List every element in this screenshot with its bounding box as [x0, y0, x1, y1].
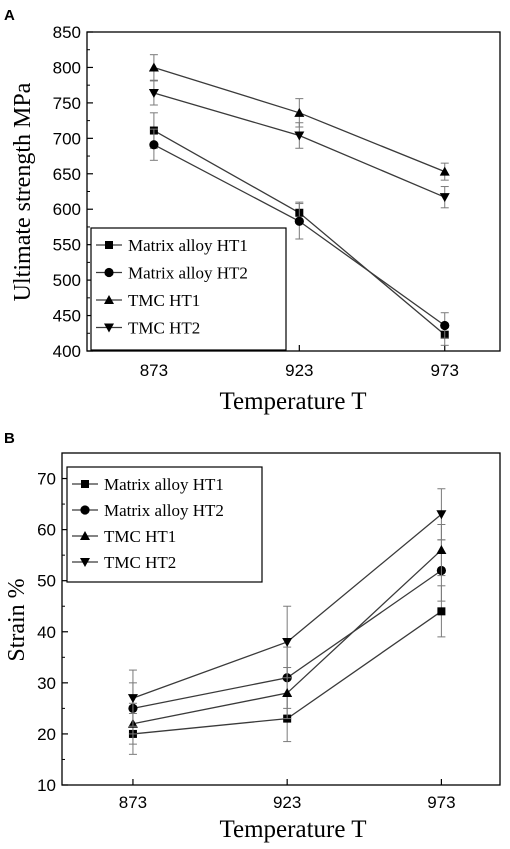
- legend-marker: [80, 558, 90, 567]
- data-point: [437, 607, 446, 616]
- y-tick-label: 650: [53, 165, 81, 184]
- y-tick-label: 400: [53, 342, 81, 361]
- legend: Matrix alloy HT1 Matrix alloy HT2 TMC HT1 T…: [66, 466, 263, 583]
- data-point: [148, 88, 159, 98]
- y-tick-label: 40: [37, 623, 56, 642]
- y-tick-label: 600: [53, 200, 81, 219]
- legend-marker: [105, 241, 113, 249]
- data-point: [439, 193, 450, 203]
- y-tick-label: 550: [53, 236, 81, 255]
- y-tick-label: 20: [37, 725, 56, 744]
- legend-marker: [104, 295, 114, 304]
- legend-label: TMC HT2: [104, 553, 176, 572]
- x-tick-label: 973: [427, 793, 455, 812]
- legend: Matrix alloy HT1 Matrix alloy HT2 TMC HT1 T…: [90, 227, 287, 351]
- x-tick-label: 923: [285, 361, 313, 380]
- data-point: [282, 688, 293, 698]
- plot-frame: [61, 452, 501, 786]
- series-triangle-up: [127, 524, 447, 745]
- x-tick-label: 873: [119, 793, 147, 812]
- legend-label: Matrix alloy HT2: [128, 264, 248, 283]
- panel-label: A: [4, 7, 15, 24]
- legend-box: [66, 466, 263, 583]
- y-tick-label: 750: [53, 94, 81, 113]
- panel-a-ultimate-strength: A 400 450 500 550 600 650 700 750 800 850 873 923 973…: [4, 7, 501, 415]
- y-tick-label: 70: [37, 470, 56, 489]
- x-axis-title: Temperature T: [219, 388, 366, 415]
- y-tick-label: 10: [37, 776, 56, 795]
- series-triangle-down: [148, 80, 450, 209]
- y-tick-label: 30: [37, 674, 56, 693]
- legend-label: TMC HT1: [104, 527, 176, 546]
- legend-label: Matrix alloy HT2: [104, 501, 224, 520]
- legend-label: TMC HT2: [128, 319, 200, 338]
- x-axis-title: Temperature T: [219, 816, 366, 843]
- panel-b-strain: B 10 20 30 40 50 60 70 873 923 973 Temperature T Str…: [4, 430, 501, 843]
- legend-label: TMC HT1: [128, 291, 200, 310]
- y-axis-title: Ultimate strength MPa: [10, 82, 36, 301]
- y-tick-label: 450: [53, 307, 81, 326]
- legend-marker: [81, 480, 89, 488]
- y-tick-label: 50: [37, 572, 56, 591]
- legend-label: Matrix alloy HT1: [104, 475, 224, 494]
- data-point: [148, 62, 159, 72]
- y-tick-label: 800: [53, 58, 81, 77]
- data-point: [439, 166, 450, 176]
- x-tick-label: 923: [273, 793, 301, 812]
- y-axis-title: Strain %: [4, 578, 30, 661]
- y-tick-label: 60: [37, 521, 56, 540]
- x-tick-label: 973: [431, 361, 459, 380]
- y-tick-label: 850: [53, 23, 81, 42]
- data-point: [436, 545, 447, 555]
- data-point: [294, 131, 305, 141]
- legend-marker: [104, 267, 114, 278]
- data-point: [127, 694, 138, 704]
- data-point: [294, 216, 304, 226]
- series-triangle-down: [127, 488, 447, 727]
- y-tick-label: 500: [53, 271, 81, 290]
- data-point: [149, 140, 159, 150]
- data-point: [294, 107, 305, 117]
- x-tick-label: 873: [140, 361, 168, 380]
- data-point: [436, 510, 447, 520]
- y-tick-label: 700: [53, 129, 81, 148]
- series-triangle-up: [148, 54, 450, 181]
- legend-marker: [80, 531, 90, 540]
- panel-label: B: [4, 430, 15, 447]
- legend-label: Matrix alloy HT1: [128, 236, 248, 255]
- data-point: [282, 637, 293, 647]
- legend-marker: [104, 323, 114, 333]
- legend-box: [90, 227, 287, 351]
- data-point: [440, 320, 450, 331]
- legend-marker: [80, 505, 90, 515]
- series-circle: [149, 128, 450, 339]
